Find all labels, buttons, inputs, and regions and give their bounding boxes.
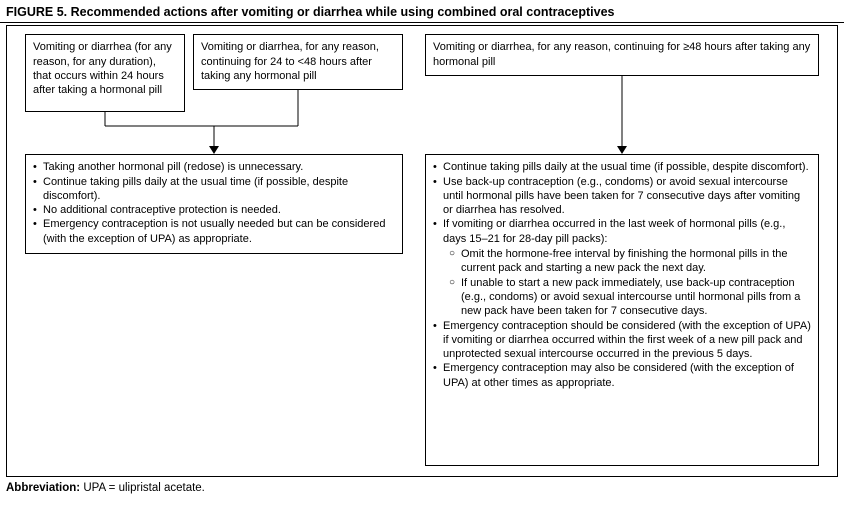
- action-item: If vomiting or diarrhea occurred in the …: [433, 217, 811, 318]
- action-item: Continue taking pills daily at the usual…: [33, 175, 395, 204]
- actions-box-right: Continue taking pills daily at the usual…: [425, 154, 819, 466]
- action-item: Emergency contraception is not usually n…: [33, 217, 395, 246]
- action-subitem: If unable to start a new pack immediatel…: [443, 276, 811, 319]
- abbreviation-text: UPA = ulipristal acetate.: [80, 482, 205, 494]
- action-sublist: Omit the hormone-free interval by finish…: [443, 247, 811, 318]
- flowchart-container: Vomiting or diarrhea (for any reason, fo…: [6, 25, 838, 477]
- action-item: Use back-up contraception (e.g., condoms…: [433, 175, 811, 218]
- condition-text: Vomiting or diarrhea (for any reason, fo…: [33, 41, 172, 96]
- action-item: No additional contraceptive protection i…: [33, 203, 395, 217]
- condition-text: Vomiting or diarrhea, for any reason, co…: [433, 41, 810, 67]
- action-item: Emergency contraception should be consid…: [433, 319, 811, 362]
- actions-list: Taking another hormonal pill (redose) is…: [33, 160, 395, 246]
- abbreviation-line: Abbreviation: UPA = ulipristal acetate.: [0, 481, 844, 500]
- action-item: Emergency contraception may also be cons…: [433, 361, 811, 390]
- condition-box-under-24h: Vomiting or diarrhea (for any reason, fo…: [25, 34, 185, 112]
- abbreviation-label: Abbreviation:: [6, 482, 80, 494]
- action-subitem: Omit the hormone-free interval by finish…: [443, 247, 811, 276]
- actions-list: Continue taking pills daily at the usual…: [433, 160, 811, 390]
- figure-title: FIGURE 5. Recommended actions after vomi…: [0, 0, 844, 23]
- action-item: Taking another hormonal pill (redose) is…: [33, 160, 395, 174]
- condition-box-48h-plus: Vomiting or diarrhea, for any reason, co…: [425, 34, 819, 76]
- condition-text: Vomiting or diarrhea, for any reason, co…: [201, 41, 379, 82]
- action-item: Continue taking pills daily at the usual…: [433, 160, 811, 174]
- actions-box-left: Taking another hormonal pill (redose) is…: [25, 154, 403, 254]
- condition-box-24-48h: Vomiting or diarrhea, for any reason, co…: [193, 34, 403, 90]
